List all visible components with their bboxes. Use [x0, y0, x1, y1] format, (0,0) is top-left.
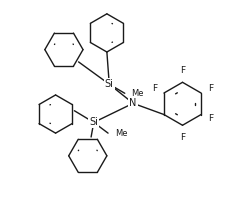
- Text: F: F: [208, 114, 213, 123]
- Text: Si: Si: [105, 79, 114, 89]
- Text: N: N: [129, 98, 137, 108]
- Text: Si: Si: [89, 117, 98, 127]
- Text: F: F: [180, 66, 185, 75]
- Text: Me: Me: [132, 89, 144, 98]
- Text: F: F: [208, 84, 213, 93]
- Text: F: F: [180, 133, 185, 142]
- Text: F: F: [152, 84, 157, 93]
- Text: Me: Me: [115, 129, 127, 138]
